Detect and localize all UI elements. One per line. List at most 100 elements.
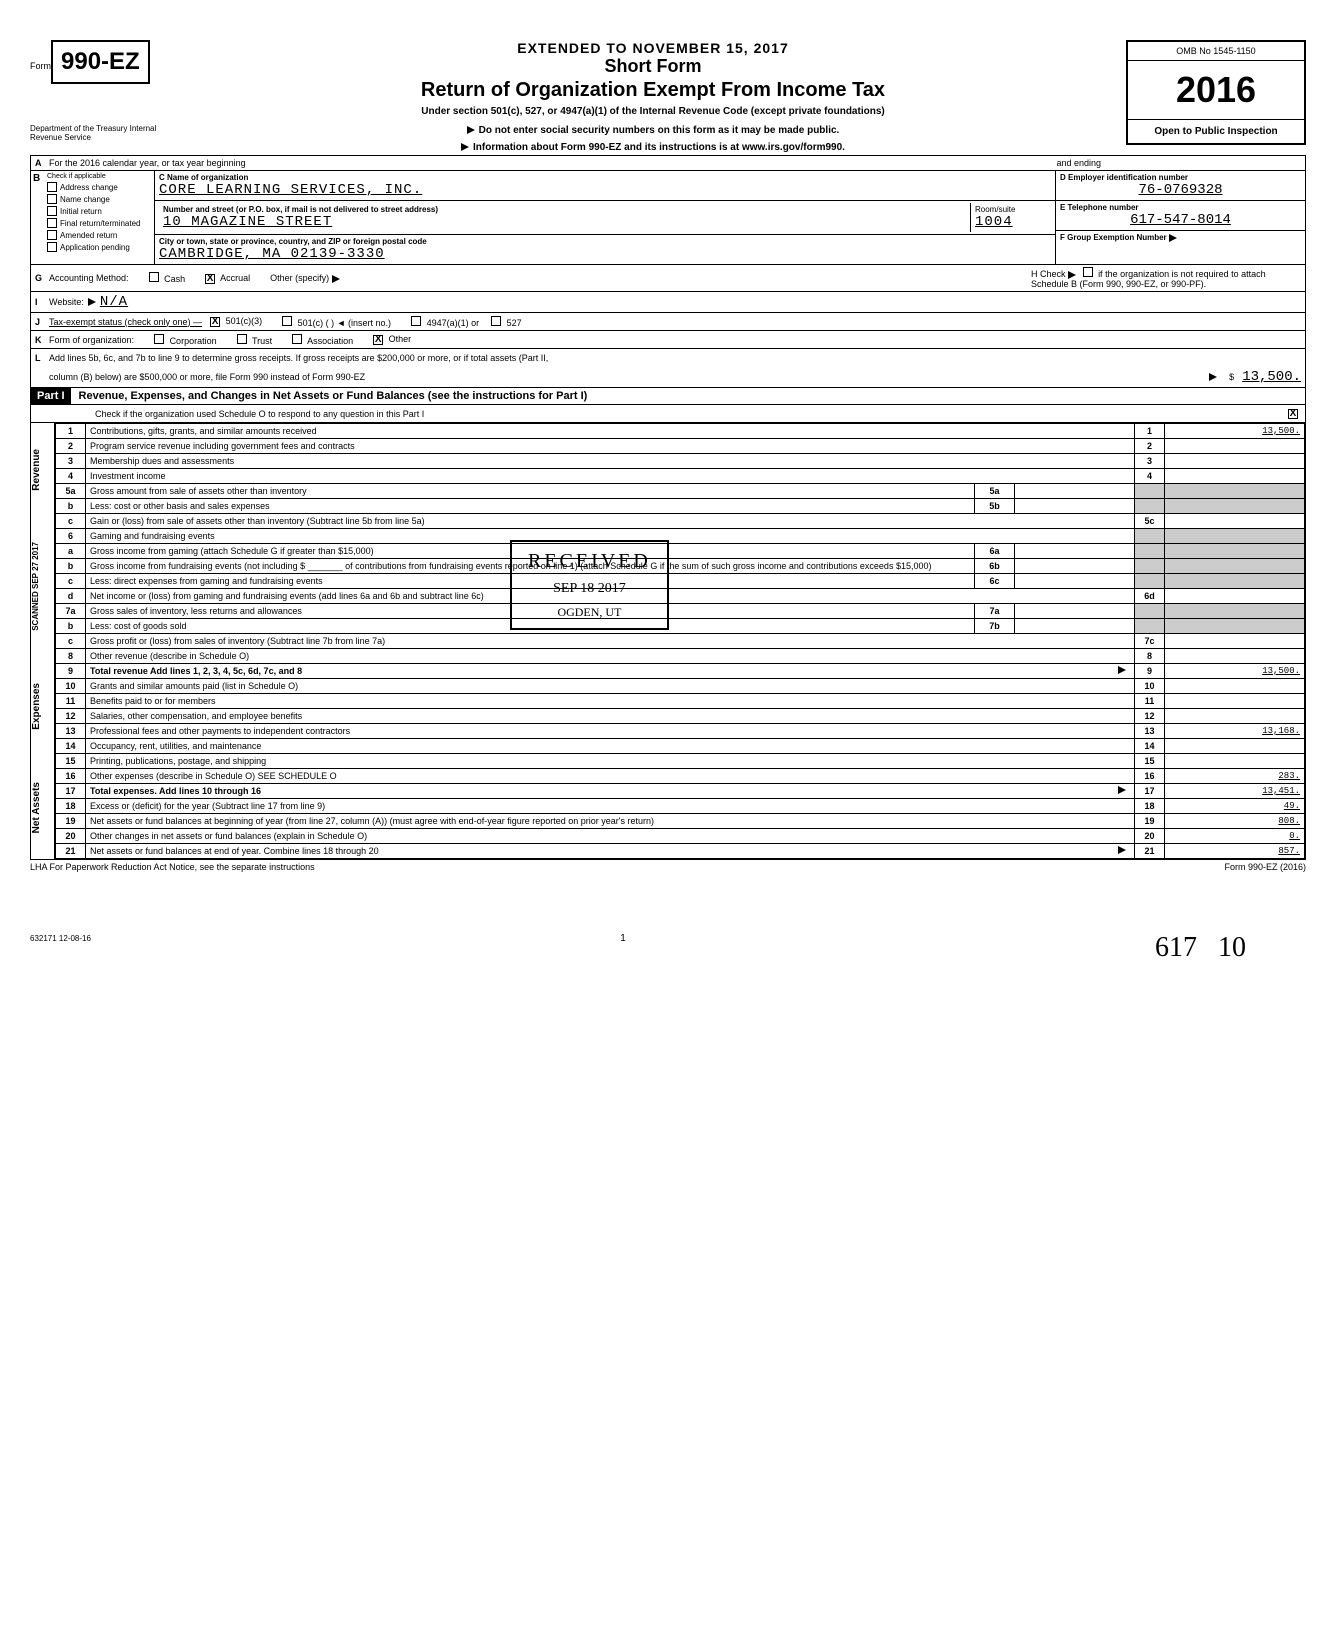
right-val: 49. xyxy=(1165,799,1305,814)
mid-val xyxy=(1015,559,1135,574)
row-desc: Program service revenue including govern… xyxy=(86,439,1135,454)
app-pending-label: Application pending xyxy=(60,243,130,252)
app-pending-checkbox[interactable] xyxy=(47,242,57,252)
form-number: 990-EZ xyxy=(51,40,150,84)
row-number: 3 xyxy=(56,454,86,469)
table-row: 4Investment income4 xyxy=(56,469,1305,484)
part1-body: Revenue SCANNED SEP 27 2017 Expenses Net… xyxy=(31,423,1305,859)
address: 10 MAGAZINE STREET xyxy=(163,214,966,230)
other-org-checkbox[interactable] xyxy=(373,335,383,345)
line-k: K Form of organization: Corporation Trus… xyxy=(31,331,1305,349)
table-row: 20Other changes in net assets or fund ba… xyxy=(56,829,1305,844)
do-not-line: Do not enter social security numbers on … xyxy=(180,125,1126,136)
mid-val xyxy=(1015,484,1135,499)
website-value: N/A xyxy=(100,294,128,310)
row-desc: Benefits paid to or for members xyxy=(86,694,1135,709)
initial-return-checkbox[interactable] xyxy=(47,206,57,216)
right-val xyxy=(1165,469,1305,484)
table-row: 16Other expenses (describe in Schedule O… xyxy=(56,769,1305,784)
mid-num: 7a xyxy=(975,604,1015,619)
right-num-shaded xyxy=(1135,619,1165,634)
right-val xyxy=(1165,454,1305,469)
table-row: 15Printing, publications, postage, and s… xyxy=(56,754,1305,769)
table-row: 10Grants and similar amounts paid (list … xyxy=(56,679,1305,694)
main-form: A For the 2016 calendar year, or tax yea… xyxy=(30,155,1306,860)
row-number: 5a xyxy=(56,484,86,499)
right-val-shaded xyxy=(1165,529,1305,544)
corp-checkbox[interactable] xyxy=(154,334,164,344)
table-row: 21Net assets or fund balances at end of … xyxy=(56,844,1305,859)
h-checkbox[interactable] xyxy=(1083,267,1093,277)
form-prefix: Form xyxy=(30,61,51,71)
row-number: 16 xyxy=(56,769,86,784)
name-change-checkbox[interactable] xyxy=(47,194,57,204)
right-num: 19 xyxy=(1135,814,1165,829)
g-label: Accounting Method: xyxy=(49,273,129,283)
line-l-amount: 13,500. xyxy=(1242,369,1301,385)
row-desc: Gross amount from sale of assets other t… xyxy=(86,484,975,499)
page-number: 1 xyxy=(620,933,626,944)
final-return-checkbox[interactable] xyxy=(47,218,57,228)
row-desc: Total revenue Add lines 1, 2, 3, 4, 5c, … xyxy=(86,664,1135,679)
h-text: if the organization is not required to a… xyxy=(1031,269,1266,289)
right-num: 12 xyxy=(1135,709,1165,724)
line-i: I Website: N/A xyxy=(31,292,1305,313)
right-num-shaded xyxy=(1135,574,1165,589)
trust-checkbox[interactable] xyxy=(237,334,247,344)
table-row: 19Net assets or fund balances at beginni… xyxy=(56,814,1305,829)
l-text1: Add lines 5b, 6c, and 7b to line 9 to de… xyxy=(49,353,548,363)
line-l-1: L Add lines 5b, 6c, and 7b to line 9 to … xyxy=(31,349,1305,367)
mid-val xyxy=(1015,604,1135,619)
501c-checkbox[interactable] xyxy=(282,316,292,326)
line-g: G Accounting Method: Cash Accrual Other … xyxy=(31,265,1305,292)
table-row: bGross income from fundraising events (n… xyxy=(56,559,1305,574)
row-desc: Other expenses (describe in Schedule O) … xyxy=(86,769,1135,784)
right-num: 17 xyxy=(1135,784,1165,799)
table-row: 18Excess or (deficit) for the year (Subt… xyxy=(56,799,1305,814)
main-title: Return of Organization Exempt From Incom… xyxy=(180,79,1126,102)
table-row: cGain or (loss) from sale of assets othe… xyxy=(56,514,1305,529)
part1-schedule-o-checkbox[interactable] xyxy=(1288,409,1298,419)
4947-checkbox[interactable] xyxy=(411,316,421,326)
cash-checkbox[interactable] xyxy=(149,272,159,282)
4947-label: 4947(a)(1) or xyxy=(427,318,480,328)
row-number: 12 xyxy=(56,709,86,724)
website-label: Website: xyxy=(49,297,84,307)
table-row: 13Professional fees and other payments t… xyxy=(56,724,1305,739)
corp-label: Corporation xyxy=(170,336,217,346)
right-num: 4 xyxy=(1135,469,1165,484)
phone-value: 617-547-8014 xyxy=(1060,212,1301,228)
right-num: 9 xyxy=(1135,664,1165,679)
table-row: 1Contributions, gifts, grants, and simil… xyxy=(56,424,1305,439)
501c3-checkbox[interactable] xyxy=(210,317,220,327)
table-row: aGross income from gaming (attach Schedu… xyxy=(56,544,1305,559)
right-num: 3 xyxy=(1135,454,1165,469)
extended-date: EXTENDED TO NOVEMBER 15, 2017 xyxy=(180,40,1126,56)
right-val: 0. xyxy=(1165,829,1305,844)
row-desc: Other revenue (describe in Schedule O) xyxy=(86,649,1135,664)
527-checkbox[interactable] xyxy=(491,316,501,326)
check-if-label: Check if applicable xyxy=(47,173,152,180)
row-desc: Excess or (deficit) for the year (Subtra… xyxy=(86,799,1135,814)
row-desc: Salaries, other compensation, and employ… xyxy=(86,709,1135,724)
amended-checkbox[interactable] xyxy=(47,230,57,240)
d-label: D Employer identification number xyxy=(1060,173,1301,182)
cash-label: Cash xyxy=(164,274,185,284)
row-number: b xyxy=(56,559,86,574)
accrual-checkbox[interactable] xyxy=(205,274,215,284)
right-num: 1 xyxy=(1135,424,1165,439)
c-label: C Name of organization xyxy=(159,173,1051,182)
dept-treasury: Department of the Treasury Internal Reve… xyxy=(30,124,180,142)
city-value: CAMBRIDGE, MA 02139-3330 xyxy=(159,246,1051,262)
addr-change-checkbox[interactable] xyxy=(47,182,57,192)
part1-check-text: Check if the organization used Schedule … xyxy=(95,409,424,419)
right-num-shaded xyxy=(1135,604,1165,619)
right-num: 8 xyxy=(1135,649,1165,664)
assoc-checkbox[interactable] xyxy=(292,334,302,344)
right-val: 13,500. xyxy=(1165,424,1305,439)
k-label: Form of organization: xyxy=(49,335,134,345)
right-val-shaded xyxy=(1165,499,1305,514)
form-ref: Form 990-EZ (2016) xyxy=(1224,862,1306,872)
section-b: B Check if applicable Address change Nam… xyxy=(31,171,1305,265)
right-val: 13,168. xyxy=(1165,724,1305,739)
